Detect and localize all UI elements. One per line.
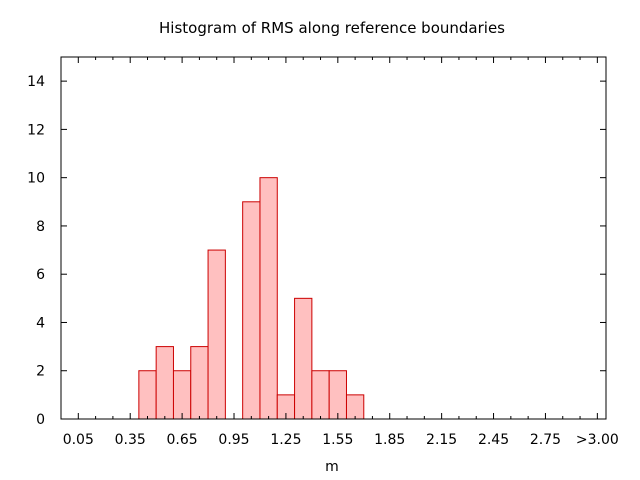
x-tick-label: 0.95 — [218, 432, 249, 448]
chart-title: Histogram of RMS along reference boundar… — [159, 19, 505, 37]
x-tick-label: >3.00 — [576, 432, 619, 448]
x-tick-label: 2.45 — [478, 432, 509, 448]
histogram-bar — [155, 346, 174, 420]
bars-group — [138, 177, 365, 420]
histogram-bar — [190, 346, 209, 420]
y-tick-label: 6 — [36, 267, 45, 283]
y-tick-label: 14 — [27, 74, 45, 90]
y-tick-label: 8 — [36, 219, 45, 235]
histogram-bar — [345, 394, 365, 420]
axes-group: 0 2 4 6 8 10 12 14 0.05 0.35 0.65 0.95 1.25 1.55 1.85 2… — [27, 56, 619, 448]
y-tick-label: 0 — [36, 412, 45, 428]
y-tick-label: 4 — [36, 315, 45, 331]
x-tick-label: 1.85 — [374, 432, 405, 448]
x-axis-label: m — [325, 459, 339, 475]
plot-frame — [60, 56, 607, 420]
histogram-bar — [138, 370, 157, 420]
x-tick-label: 1.55 — [322, 432, 353, 448]
y-tick-label: 2 — [36, 364, 45, 380]
histogram-bar — [207, 249, 226, 420]
histogram-bar — [311, 370, 330, 420]
x-tick-label: 0.65 — [167, 432, 198, 448]
x-tick-label: 1.25 — [270, 432, 301, 448]
x-tick-label: 2.75 — [530, 432, 561, 448]
y-tick-label: 12 — [27, 122, 45, 138]
x-tick-label: 0.35 — [115, 432, 146, 448]
y-tick-label: 10 — [27, 171, 45, 187]
histogram-bar — [242, 201, 261, 420]
x-tick-label: 2.15 — [426, 432, 457, 448]
x-tick-label: 0.05 — [63, 432, 94, 448]
histogram-bar — [172, 370, 192, 420]
histogram-bar — [259, 177, 278, 420]
histogram-bar — [328, 370, 347, 420]
histogram-bar — [294, 297, 313, 420]
